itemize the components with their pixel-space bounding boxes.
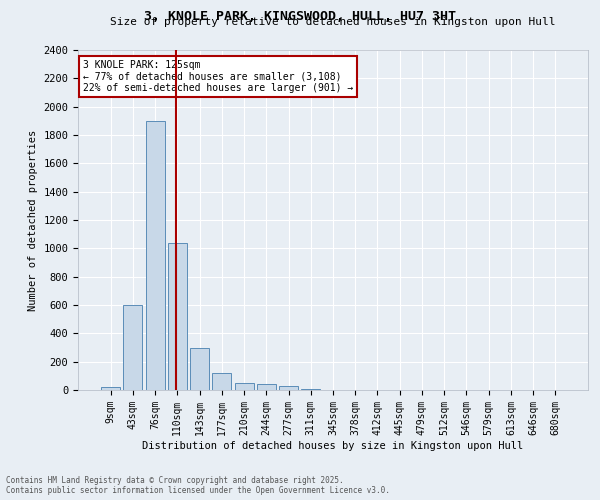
Bar — [235, 383, 254, 390]
Text: Contains HM Land Registry data © Crown copyright and database right 2025.
Contai: Contains HM Land Registry data © Crown c… — [6, 476, 390, 495]
Bar — [279, 386, 298, 390]
Bar — [168, 242, 187, 390]
X-axis label: Distribution of detached houses by size in Kingston upon Hull: Distribution of detached houses by size … — [142, 440, 524, 450]
Bar — [257, 384, 276, 390]
Text: 3 KNOLE PARK: 125sqm
← 77% of detached houses are smaller (3,108)
22% of semi-de: 3 KNOLE PARK: 125sqm ← 77% of detached h… — [83, 60, 353, 94]
Y-axis label: Number of detached properties: Number of detached properties — [28, 130, 38, 310]
Bar — [190, 348, 209, 390]
Text: 3, KNOLE PARK, KINGSWOOD, HULL, HU7 3HT: 3, KNOLE PARK, KINGSWOOD, HULL, HU7 3HT — [144, 10, 456, 23]
Bar — [101, 387, 120, 390]
Title: Size of property relative to detached houses in Kingston upon Hull: Size of property relative to detached ho… — [110, 17, 556, 27]
Bar — [146, 121, 164, 390]
Bar — [124, 305, 142, 390]
Bar — [212, 373, 231, 390]
